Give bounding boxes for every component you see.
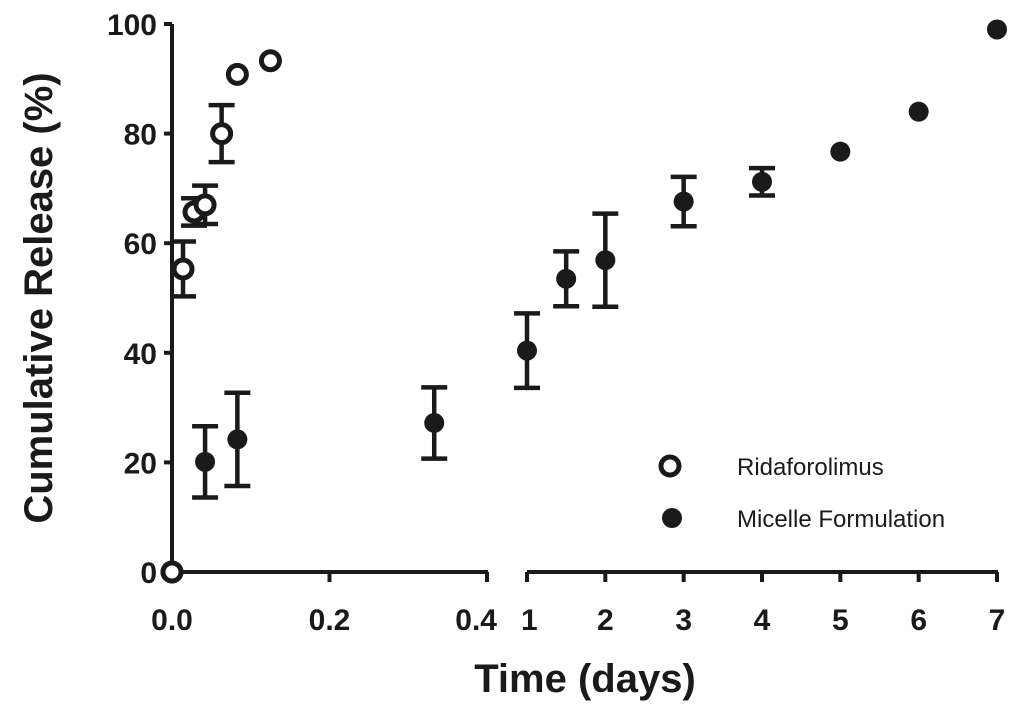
data-point-open (210, 122, 234, 146)
data-point-open (225, 62, 249, 86)
x-tick-label: 0.4 (455, 604, 497, 637)
legend: Ridaforolimus Micelle Formulation (658, 454, 945, 533)
data-point-open (193, 193, 217, 217)
y-tick-label: 60 (124, 228, 157, 261)
x-tick-label: 0.2 (309, 604, 351, 637)
x-tick-label: 4 (754, 604, 771, 637)
x-tick-label: 3 (675, 604, 692, 637)
x-tick-label: 7 (989, 604, 1006, 637)
series-micelle-formulation (162, 19, 1007, 582)
data-point-filled (673, 191, 694, 212)
data-point-filled (556, 268, 577, 289)
data-point-filled (227, 429, 248, 450)
y-tick-label: 80 (124, 119, 157, 152)
data-point-filled (195, 451, 216, 472)
x-tick-label: 6 (910, 604, 927, 637)
y-tick-label: 100 (107, 9, 157, 42)
legend-marker-micelle (662, 508, 682, 528)
x-tick-label: 5 (832, 604, 849, 637)
x-axis-title: Time (days) (474, 657, 696, 701)
x-ticks: 0.0 0.2 0.4 1 2 3 4 5 6 7 (151, 572, 1005, 637)
data-point-filled (752, 171, 772, 192)
y-tick-label: 40 (124, 338, 157, 371)
legend-label-micelle: Micelle Formulation (737, 506, 945, 533)
y-tick-label: 20 (124, 447, 157, 480)
data-point-filled (830, 141, 851, 162)
y-tick-label: 0 (140, 557, 157, 590)
legend-marker-ridaforolimus (658, 454, 682, 478)
legend-label-ridaforolimus: Ridaforolimus (737, 454, 884, 481)
data-point-filled (424, 412, 445, 433)
x-tick-label: 1 (521, 604, 538, 637)
data-point-open (258, 49, 282, 73)
series-ridaforolimus (160, 49, 282, 584)
data-point-filled (517, 340, 537, 361)
x-tick-label: 0.0 (151, 604, 193, 637)
data-series (160, 19, 1007, 584)
data-point-open (171, 257, 195, 281)
y-axis-title: Cumulative Release (%) (17, 72, 61, 523)
data-point-open (160, 560, 184, 584)
data-point-filled (987, 19, 1007, 40)
data-point-filled (908, 101, 929, 122)
data-point-filled (595, 250, 616, 271)
x-tick-label: 2 (597, 604, 614, 637)
y-ticks: 0 20 40 60 80 100 (107, 9, 172, 590)
